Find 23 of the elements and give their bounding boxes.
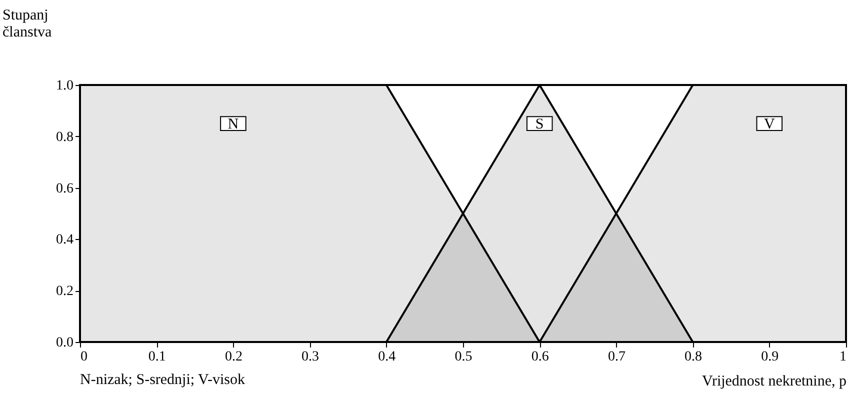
annotation: S	[535, 116, 544, 133]
y-tick-label: 1.0	[56, 78, 74, 94]
x-tick-label: 0	[80, 350, 88, 364]
x-tick-label: 0.9	[761, 350, 779, 364]
x-tick-label: 0.6	[531, 350, 549, 364]
y-tick-label: 0.8	[56, 130, 74, 145]
y-axis-title: Stupanj članstva	[2, 8, 52, 40]
x-axis-title: Vrijednost nekretnine, p	[702, 374, 846, 390]
text: N-nizak; S-srednji; V-visok	[80, 372, 246, 388]
x-tick-label: 1	[840, 350, 846, 364]
y-tick-label: 0.2	[56, 284, 74, 300]
y-tick-label: 0.0	[56, 336, 74, 350]
x-tick-label: 0.1	[148, 350, 166, 364]
x-tick-label: 0.5	[454, 350, 472, 364]
x-tick-label: 0.2	[224, 350, 242, 364]
x-tick-label: 0.3	[302, 350, 320, 364]
x-tick-label: 0.4	[378, 350, 396, 364]
annotation: V	[764, 116, 775, 133]
x-tick-label: 0.8	[684, 350, 702, 364]
y-tick-label: 0.6	[56, 181, 74, 196]
annotation: N	[228, 116, 239, 133]
y-tick-label: 0.4	[56, 232, 74, 248]
x-tick-label: 0.7	[608, 350, 626, 364]
